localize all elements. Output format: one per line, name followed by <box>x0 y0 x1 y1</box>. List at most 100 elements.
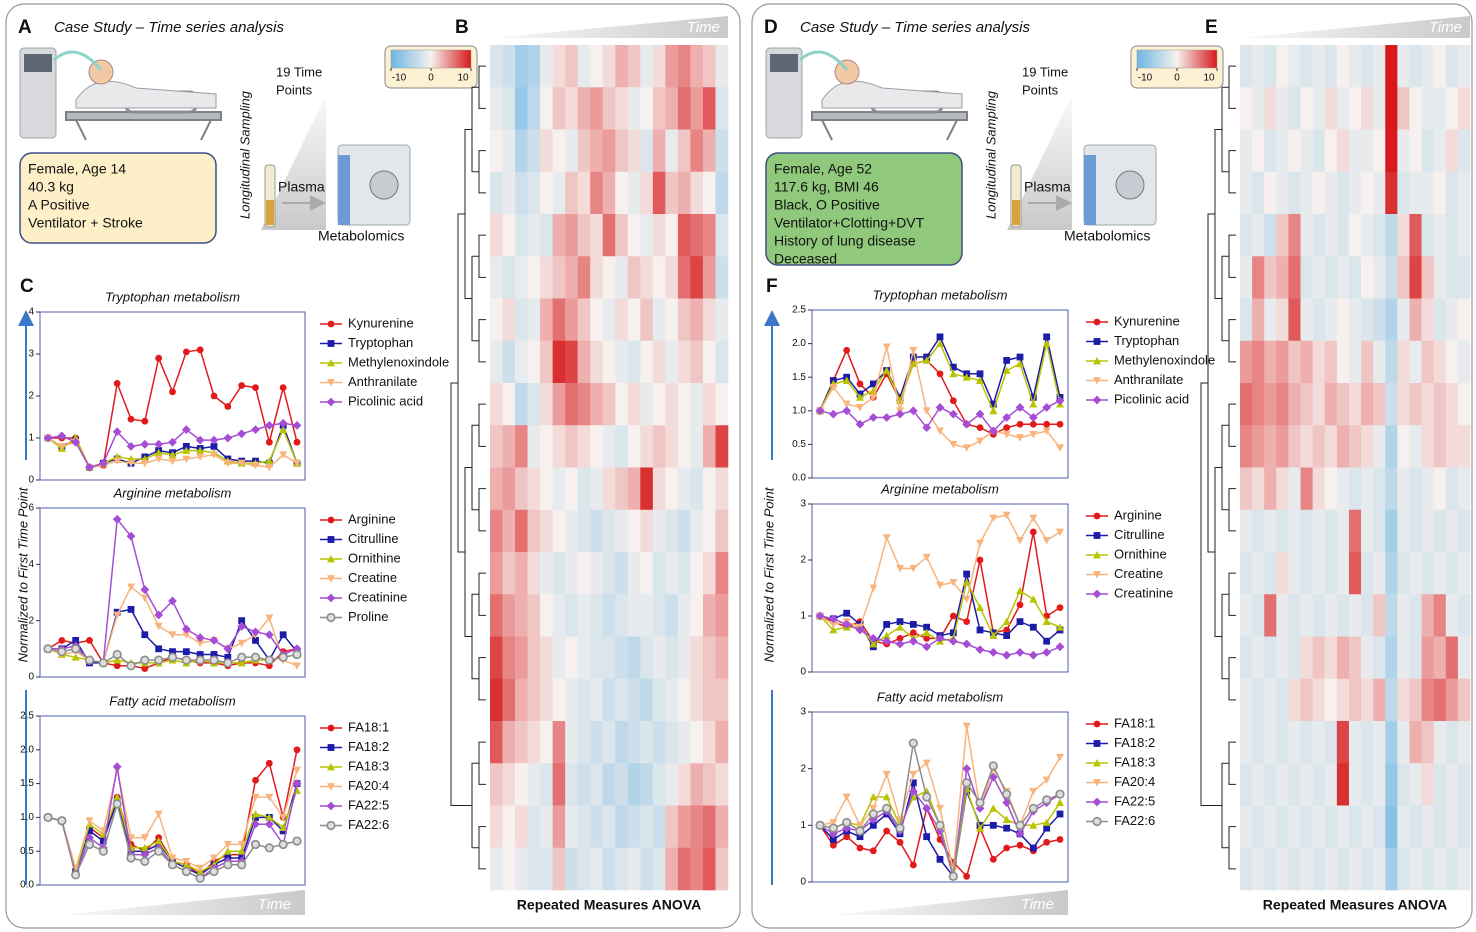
heatmap-cell <box>1385 636 1398 680</box>
heatmap-cell <box>527 129 541 173</box>
sample-plasma <box>1012 200 1020 225</box>
heatmap-cell <box>565 171 578 215</box>
heatmap-cell <box>665 763 679 806</box>
heatmap-cell <box>540 256 553 299</box>
heatmap-cell <box>1252 721 1265 764</box>
heatmap-cell <box>677 383 691 426</box>
heatmap-cell <box>1300 805 1313 849</box>
data-point <box>936 581 944 590</box>
data-point <box>127 583 135 591</box>
colorbar-tick-label: 10 <box>457 73 469 84</box>
heatmap-cell <box>652 721 666 764</box>
data-point <box>908 406 918 416</box>
data-point <box>1042 339 1051 347</box>
heatmap-cell <box>1385 171 1398 215</box>
y-tick-label: 1.0 <box>20 812 34 823</box>
data-point <box>896 618 904 625</box>
heatmap-cell <box>527 805 541 849</box>
data-point <box>976 824 984 832</box>
heatmap-cell <box>515 721 528 764</box>
heatmap-cell <box>1312 214 1326 257</box>
heatmap-cell <box>1397 45 1410 88</box>
legend-label: FA22:5 <box>1114 793 1155 808</box>
heatmap-cell <box>690 87 704 130</box>
heatmap-cell <box>1288 678 1301 722</box>
data-point <box>896 623 904 631</box>
y-tick-label: 2 <box>28 615 34 626</box>
data-point <box>1042 795 1052 805</box>
heatmap-cell <box>1348 340 1362 384</box>
data-point <box>85 833 94 843</box>
heatmap-cell <box>527 87 541 130</box>
heatmap-cell <box>1457 340 1471 384</box>
heatmap-cell <box>527 636 541 680</box>
heatmap-cell <box>1252 256 1265 299</box>
data-point <box>278 652 288 662</box>
data-point <box>909 353 917 361</box>
heatmap-cell <box>1264 636 1277 680</box>
heatmap-cell <box>602 847 616 891</box>
data-point <box>251 425 260 434</box>
panel-frame <box>751 3 1473 929</box>
heatmap-cell <box>540 45 553 88</box>
heatmap-cell <box>590 847 604 891</box>
dendrogram-branch <box>1214 467 1222 637</box>
data-point <box>112 762 122 772</box>
heatmap-cell <box>490 214 503 257</box>
data-point <box>154 837 163 845</box>
legend-label: Citrulline <box>348 531 399 546</box>
data-point <box>1015 820 1025 830</box>
heatmap-cell <box>565 298 578 342</box>
heatmap-cell <box>677 129 691 173</box>
data-point <box>181 866 191 877</box>
dendrogram-branch <box>1228 65 1236 109</box>
heatmap-cell <box>715 425 729 468</box>
data-point <box>988 648 998 657</box>
heatmap-cell <box>1433 552 1447 595</box>
data-point <box>1002 815 1011 824</box>
heatmap-cell <box>602 298 616 342</box>
data-point <box>815 820 825 830</box>
heatmap-cell <box>1336 171 1350 215</box>
heatmap-cell <box>1324 129 1338 173</box>
heatmap-cell <box>1348 763 1362 806</box>
colorbar <box>390 49 472 69</box>
heatmap-cell <box>590 805 604 849</box>
heatmap-cell <box>1288 805 1301 849</box>
data-point <box>140 655 150 665</box>
data-point <box>856 380 864 388</box>
heatmap-cell <box>1348 678 1362 722</box>
heatmap-cell <box>515 805 528 849</box>
heatmap-cell <box>627 383 641 426</box>
heatmap-cell <box>1336 805 1350 849</box>
heatmap-cell <box>1288 45 1301 88</box>
heatmap-cell <box>1445 636 1459 680</box>
heatmap-cell <box>1288 467 1301 511</box>
panel-letter: B <box>455 17 469 38</box>
heatmap-cell <box>540 721 553 764</box>
dendrogram-branch <box>1228 403 1236 447</box>
data-point <box>293 766 301 775</box>
heatmap-cell <box>690 594 704 637</box>
heatmap-cell <box>1445 552 1459 595</box>
heatmap-cell <box>552 847 566 891</box>
heatmap-cell <box>715 87 729 130</box>
heatmap-cell <box>502 467 516 511</box>
dendrogram-branch <box>478 826 486 870</box>
legend-label: Creatinine <box>1114 585 1173 600</box>
heatmap-cell <box>1252 467 1265 511</box>
data-point <box>112 514 122 524</box>
heatmap-cell <box>590 721 604 764</box>
heatmap-cell <box>1397 509 1410 553</box>
data-point <box>169 648 176 656</box>
heatmap-cell <box>615 340 629 384</box>
heatmap-cell <box>1276 805 1289 849</box>
patient-info: Deceased <box>774 251 837 267</box>
data-point <box>1016 353 1024 361</box>
metabolomics-label: Metabolomics <box>318 228 404 244</box>
heatmap-cell <box>1264 383 1277 426</box>
heatmap-cell <box>552 552 566 595</box>
heatmap-cell <box>627 87 641 130</box>
legend-marker <box>1092 589 1102 599</box>
data-point <box>1028 803 1038 813</box>
